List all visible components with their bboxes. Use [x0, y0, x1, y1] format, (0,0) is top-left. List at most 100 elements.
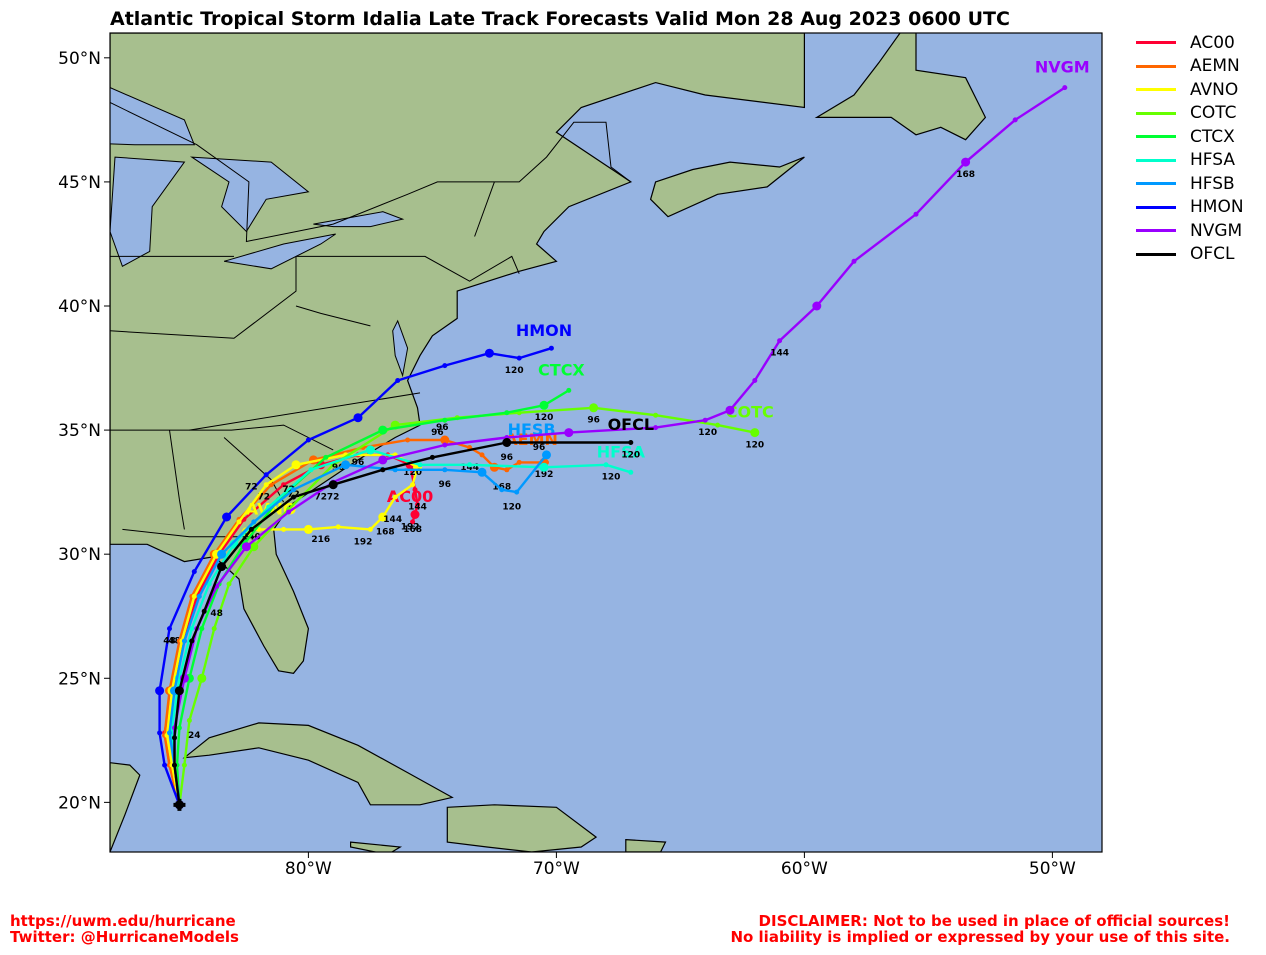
- state-line-5: [223, 437, 285, 503]
- lake-huron: [189, 156, 310, 233]
- track-point: [410, 482, 416, 488]
- track-point: [380, 467, 386, 473]
- track-point: [162, 762, 168, 768]
- track-point: [281, 482, 287, 488]
- legend-item-hmon: HMON: [1136, 196, 1261, 220]
- legend-label: HFSB: [1190, 173, 1235, 194]
- forecast-hour-label: 96: [436, 423, 449, 433]
- track-point: [196, 593, 202, 599]
- track-point: [249, 542, 259, 552]
- legend-item-ofcl: OFCL: [1136, 243, 1261, 267]
- state-line-8: [474, 181, 495, 237]
- track-name-cotc: COTC: [726, 403, 774, 422]
- track-point: [412, 487, 418, 493]
- track-point: [222, 512, 232, 522]
- axis-layer: 20°N 25°N 30°N 35°N 40°N 45°N 50°N 80°W 70°W 60°W…: [58, 49, 1076, 879]
- track-point: [189, 626, 195, 632]
- state-line-1: [189, 392, 421, 431]
- track-point: [410, 519, 416, 525]
- forecast-hour-label: 144: [383, 515, 402, 525]
- track-point: [251, 519, 257, 525]
- lat-label: 30°N: [58, 545, 101, 565]
- track-point: [504, 410, 510, 416]
- track-point: [516, 355, 522, 361]
- track-point: [405, 437, 411, 443]
- track-point: [172, 735, 177, 741]
- legend-label: NVGM: [1190, 220, 1243, 241]
- lake-superior: [110, 87, 196, 146]
- track-cotc: 24 96 120 COTC: [174, 403, 774, 810]
- lat-label: 35°N: [58, 421, 101, 441]
- legend-label: AC00: [1190, 32, 1235, 53]
- track-point: [442, 363, 448, 369]
- state-line-2: [110, 424, 334, 451]
- forecast-hour-label: 96: [587, 416, 600, 426]
- legend-swatch: [1136, 111, 1176, 115]
- track-point: [378, 455, 388, 465]
- legend-swatch: [1136, 41, 1176, 45]
- forecast-hour-label: 96: [501, 453, 514, 463]
- track-point: [504, 467, 510, 473]
- lat-label: 20°N: [58, 793, 101, 813]
- track-name-nvgm: NVGM: [1035, 58, 1090, 77]
- track-point: [395, 378, 401, 383]
- track-name-ofcl: OFCL: [608, 415, 654, 434]
- legend-item-nvgm: NVGM: [1136, 219, 1261, 243]
- jamaica-land: [350, 841, 403, 852]
- track-line-hfsb: [168, 454, 548, 805]
- legend-swatch: [1136, 205, 1176, 209]
- track-point: [191, 593, 197, 599]
- track-point: [961, 157, 971, 167]
- forecast-hour-label: 96: [352, 458, 365, 468]
- track-point: [812, 301, 822, 311]
- forecast-hour-label: 120: [621, 450, 640, 460]
- disclaimer-line-1: DISCLAIMER: Not to be used in place of o…: [758, 912, 1230, 930]
- website-link[interactable]: https://uwm.edu/hurricane: [10, 912, 236, 930]
- track-point: [155, 686, 165, 696]
- track-point: [653, 425, 659, 431]
- track-point: [750, 428, 760, 438]
- track-name-ctcx: CTCX: [538, 361, 585, 380]
- legend-item-ctcx: CTCX: [1136, 125, 1261, 149]
- track-point: [502, 438, 512, 447]
- track-point: [715, 422, 721, 428]
- track-point: [628, 469, 634, 475]
- track-point: [174, 686, 184, 696]
- forecast-hour-label: 72: [327, 493, 340, 503]
- forecast-hour-label: 192: [401, 522, 420, 532]
- legend-swatch: [1136, 182, 1176, 186]
- track-point: [566, 387, 572, 393]
- track-point: [157, 730, 163, 736]
- state-line-10: [110, 255, 234, 269]
- state-line-6: [110, 256, 297, 339]
- track-point: [417, 462, 423, 468]
- lat-label: 45°N: [58, 173, 101, 193]
- track-name-hfsa: HFSA: [597, 442, 646, 461]
- track-point: [499, 487, 505, 493]
- track-line-avno: [165, 453, 419, 806]
- track-point: [429, 454, 435, 460]
- twitter-handle[interactable]: Twitter: @HurricaneModels: [10, 928, 239, 946]
- track-point: [514, 489, 520, 495]
- track-point: [440, 435, 450, 445]
- track-point: [603, 462, 609, 468]
- state-line-3: [169, 430, 185, 530]
- forecast-hour-label: 48: [210, 609, 223, 619]
- nova-scotia-land: [649, 156, 805, 218]
- lon-label: 60°W: [781, 859, 828, 879]
- track-point: [308, 467, 314, 473]
- us-canada-border: [110, 102, 632, 243]
- legend-swatch: [1136, 64, 1176, 68]
- track-point: [291, 494, 296, 500]
- track-point: [539, 400, 549, 410]
- forecast-hour-label: 192: [535, 470, 554, 480]
- legend-label: AEMN: [1190, 56, 1240, 77]
- legend-label: OFCL: [1190, 244, 1235, 265]
- track-point: [702, 417, 708, 423]
- lon-label: 80°W: [285, 859, 332, 879]
- track-point: [1012, 117, 1018, 123]
- legend-label: CTCX: [1190, 126, 1235, 147]
- legend-label: AVNO: [1190, 79, 1239, 100]
